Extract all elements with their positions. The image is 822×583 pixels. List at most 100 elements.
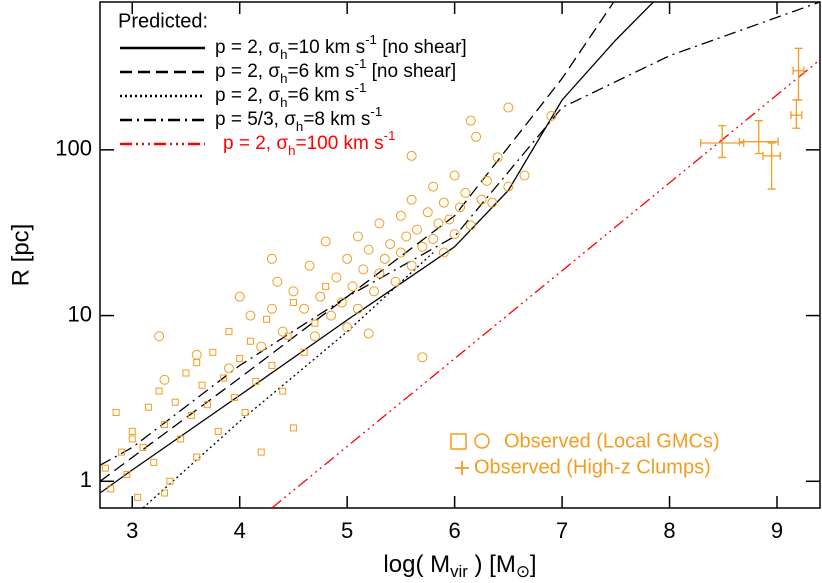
x-axis-label: log( Mvir ) [M⊙]	[383, 551, 536, 581]
circle-point	[471, 131, 482, 142]
circle-point	[428, 233, 439, 244]
legend-label-part: [no shear]	[377, 37, 467, 58]
square-point	[257, 448, 265, 456]
circle-point	[320, 236, 331, 247]
circle-point	[460, 187, 471, 198]
square-point	[134, 493, 142, 501]
legend-label-part: p = 2, σ	[223, 133, 288, 154]
circle-point	[455, 202, 465, 213]
circle-point	[358, 264, 369, 275]
legend-label-part: -1	[384, 128, 396, 143]
square-point	[150, 458, 158, 466]
x-tick-label: 4	[234, 518, 246, 543]
circle-point	[465, 115, 476, 126]
model-line	[271, 59, 820, 508]
circle-point	[159, 374, 170, 385]
circle-point	[352, 231, 363, 242]
legend-label-part: p = 2, σ	[215, 61, 280, 82]
x-tick-label: 3	[126, 518, 138, 543]
square-point	[171, 398, 179, 406]
circle-point	[449, 229, 460, 240]
legend-label-part: h	[288, 143, 295, 158]
square-point	[198, 381, 206, 389]
circle-point	[428, 181, 439, 192]
square-point	[166, 477, 174, 485]
circle-point	[417, 352, 428, 363]
circle-point	[326, 310, 337, 321]
circle-point	[369, 286, 380, 297]
legend-label-part: =8 km s	[303, 109, 370, 130]
square-point	[128, 427, 136, 435]
circle-point	[352, 303, 363, 314]
circle-point	[315, 291, 326, 302]
square-point	[214, 427, 222, 435]
square-point	[246, 337, 254, 345]
circle-point	[272, 276, 283, 287]
legend-label: p = 2, σh=100 km s-1	[223, 128, 396, 158]
square-point	[101, 464, 109, 472]
circle-point	[256, 341, 267, 352]
circle-point	[336, 297, 347, 308]
x-axis-label-part: ⊙	[516, 562, 530, 581]
circle-point	[363, 244, 374, 255]
x-axis-label-part: ) [M	[468, 551, 516, 578]
circle-point	[503, 102, 514, 113]
square-point	[128, 435, 136, 443]
x-tick-label: 9	[771, 518, 783, 543]
square-point	[160, 489, 168, 497]
model-line	[100, 2, 654, 494]
legend-circle	[474, 433, 490, 449]
circle-point	[299, 303, 310, 314]
legend-label: Observed (High-z Clumps)	[474, 456, 711, 478]
circle-point	[481, 175, 492, 186]
circle-point	[476, 194, 487, 205]
legend-label-part: =6 km s	[287, 61, 354, 82]
square-point	[263, 315, 271, 323]
legend-label: Observed (Local GMCs)	[504, 430, 720, 452]
square-point	[241, 409, 249, 417]
circle-point	[379, 253, 390, 264]
legend-label-part: -1	[370, 104, 382, 119]
square-point	[268, 361, 276, 369]
legend-label-part: -1	[355, 56, 367, 71]
square-point	[177, 435, 185, 443]
legend-label-part: h	[296, 119, 303, 134]
square-point	[155, 387, 163, 395]
circle-point	[438, 247, 449, 258]
circle-point	[288, 286, 299, 297]
square-point	[182, 369, 190, 377]
square-point	[300, 348, 308, 356]
y-error-bar	[767, 142, 776, 190]
x-axis-label-part: log( M	[383, 551, 450, 578]
circle-point	[304, 260, 315, 271]
legend-label-part: =6 km s	[287, 85, 354, 106]
square-point	[117, 448, 125, 456]
x-tick-label: 5	[341, 518, 353, 543]
circle-point	[309, 331, 320, 342]
x-axis-label-part: ]	[530, 551, 537, 578]
x-axis-label-part: vir	[450, 562, 468, 581]
circle-point	[492, 152, 503, 163]
legend-label: p = 2, σh=6 km s-1 [no shear]	[215, 56, 456, 86]
circle-point	[406, 194, 417, 205]
square-point	[193, 359, 201, 367]
y-error-bar	[792, 99, 801, 129]
legend-label-part: -1	[355, 80, 367, 95]
square-point	[311, 319, 319, 327]
circle-point	[223, 363, 234, 374]
x-tick-label: 6	[449, 518, 461, 543]
circle-point	[342, 253, 353, 264]
square-point	[220, 374, 228, 382]
square-point	[322, 282, 330, 290]
square-point	[203, 401, 211, 409]
square-point	[252, 378, 260, 386]
legend-label-part: p = 2, σ	[215, 85, 280, 106]
model-line	[100, 2, 615, 482]
square-point	[160, 421, 168, 429]
circle-point	[363, 328, 374, 339]
circle-point	[191, 349, 202, 360]
legend-label-part: =100 km s	[295, 133, 383, 154]
square-point	[193, 453, 201, 461]
circle-point	[406, 260, 417, 271]
square-point	[284, 332, 292, 340]
